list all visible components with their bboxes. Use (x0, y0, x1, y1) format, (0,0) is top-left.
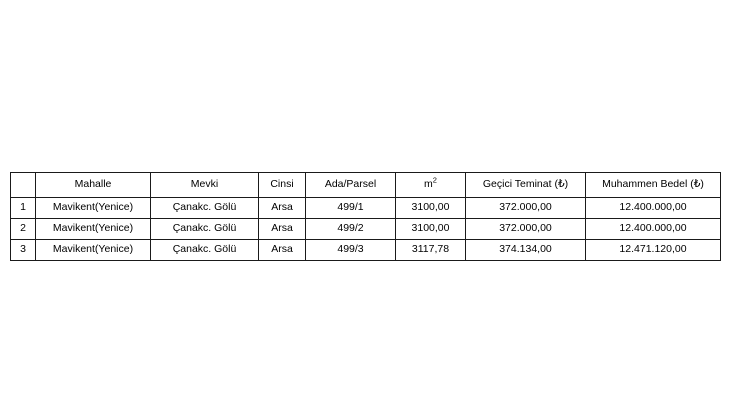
lira-currency-icon: ₺ (557, 177, 565, 190)
cell-mahalle: Mavikent(Yenice) (35, 197, 151, 219)
cell-ada-parsel: 499/3 (305, 239, 396, 261)
muhammen-bedel-label: Muhammen Bedel ( (602, 177, 694, 190)
square-meters-superscript: 2 (432, 175, 437, 185)
cell-square-meters: 3100,00 (395, 218, 466, 240)
gecici-teminat-close-paren: ) (564, 177, 569, 190)
cell-mahalle: Mavikent(Yenice) (35, 218, 151, 240)
cell-muhammen-bedel: 12.471.120,00 (585, 239, 721, 261)
muhammen-bedel-close-paren: ) (700, 177, 704, 190)
cell-mevki: Çanakc. Gölü (150, 218, 259, 240)
cell-mevki: Çanakc. Gölü (150, 197, 259, 219)
column-header-cinsi: Cinsi (258, 172, 306, 198)
cell-square-meters: 3117,78 (395, 239, 466, 261)
cell-ada-parsel: 499/1 (305, 197, 396, 219)
parcel-listing-table: Mahalle Mevki Cinsi Ada/Parsel m2 Geçici… (10, 172, 721, 261)
column-header-ada-parsel: Ada/Parsel (305, 172, 396, 198)
cell-ada-parsel: 499/2 (305, 218, 396, 240)
column-header-gecici-teminat: Geçici Teminat (₺) (465, 172, 586, 198)
cell-index: 3 (10, 239, 36, 261)
column-header-mahalle: Mahalle (35, 172, 151, 198)
square-meters-base: m (424, 177, 433, 190)
table-header: Mahalle Mevki Cinsi Ada/Parsel m2 Geçici… (10, 172, 721, 198)
cell-gecici-teminat: 372.000,00 (465, 218, 586, 240)
lira-currency-icon: ₺ (693, 177, 701, 190)
table-row: 3 Mavikent(Yenice) Çanakc. Gölü Arsa 499… (10, 239, 721, 261)
cell-cinsi: Arsa (258, 197, 306, 219)
cell-muhammen-bedel: 12.400.000,00 (585, 197, 721, 219)
table-body: 1 Mavikent(Yenice) Çanakc. Gölü Arsa 499… (10, 197, 721, 261)
parcel-table-container: Mahalle Mevki Cinsi Ada/Parsel m2 Geçici… (10, 172, 721, 261)
cell-mahalle: Mavikent(Yenice) (35, 239, 151, 261)
table-row: 1 Mavikent(Yenice) Çanakc. Gölü Arsa 499… (10, 197, 721, 219)
cell-cinsi: Arsa (258, 239, 306, 261)
table-header-row: Mahalle Mevki Cinsi Ada/Parsel m2 Geçici… (10, 172, 721, 198)
cell-gecici-teminat: 374.134,00 (465, 239, 586, 261)
cell-gecici-teminat: 372.000,00 (465, 197, 586, 219)
cell-index: 1 (10, 197, 36, 219)
cell-muhammen-bedel: 12.400.000,00 (585, 218, 721, 240)
cell-square-meters: 3100,00 (395, 197, 466, 219)
cell-mevki: Çanakc. Gölü (150, 239, 259, 261)
column-header-muhammen-bedel: Muhammen Bedel (₺) (585, 172, 721, 198)
column-header-index (10, 172, 36, 198)
gecici-teminat-label: Geçici Teminat ( (482, 177, 558, 190)
table-row: 2 Mavikent(Yenice) Çanakc. Gölü Arsa 499… (10, 218, 721, 240)
cell-cinsi: Arsa (258, 218, 306, 240)
column-header-square-meters: m2 (395, 172, 466, 198)
cell-index: 2 (10, 218, 36, 240)
column-header-mevki: Mevki (150, 172, 259, 198)
